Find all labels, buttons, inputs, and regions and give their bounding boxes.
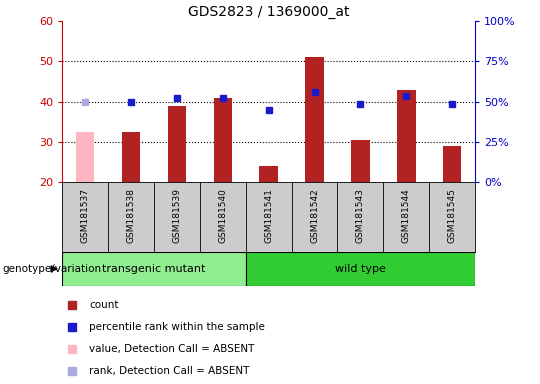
Bar bbox=[305, 58, 323, 182]
Bar bbox=[397, 90, 416, 182]
Bar bbox=[214, 98, 232, 182]
Text: GSM181537: GSM181537 bbox=[80, 188, 90, 243]
Text: GSM181538: GSM181538 bbox=[126, 188, 136, 243]
Bar bbox=[259, 166, 278, 182]
Text: GSM181545: GSM181545 bbox=[448, 188, 457, 243]
Bar bbox=[62, 252, 246, 286]
Text: count: count bbox=[89, 300, 118, 310]
Text: rank, Detection Call = ABSENT: rank, Detection Call = ABSENT bbox=[89, 366, 249, 376]
Text: GSM181544: GSM181544 bbox=[402, 188, 411, 243]
Text: percentile rank within the sample: percentile rank within the sample bbox=[89, 322, 265, 332]
Bar bbox=[443, 146, 461, 182]
Title: GDS2823 / 1369000_at: GDS2823 / 1369000_at bbox=[188, 5, 349, 19]
Text: GSM181540: GSM181540 bbox=[218, 188, 227, 243]
Bar bbox=[76, 132, 94, 182]
Bar bbox=[351, 140, 369, 182]
Bar bbox=[167, 106, 186, 182]
Bar bbox=[122, 132, 140, 182]
Text: GSM181542: GSM181542 bbox=[310, 188, 319, 243]
Text: transgenic mutant: transgenic mutant bbox=[102, 264, 206, 274]
Text: GSM181541: GSM181541 bbox=[264, 188, 273, 243]
Text: GSM181539: GSM181539 bbox=[172, 188, 181, 243]
Text: genotype/variation: genotype/variation bbox=[3, 264, 102, 274]
Bar bbox=[246, 252, 475, 286]
Text: wild type: wild type bbox=[335, 264, 386, 274]
Text: value, Detection Call = ABSENT: value, Detection Call = ABSENT bbox=[89, 344, 254, 354]
Text: GSM181543: GSM181543 bbox=[356, 188, 365, 243]
